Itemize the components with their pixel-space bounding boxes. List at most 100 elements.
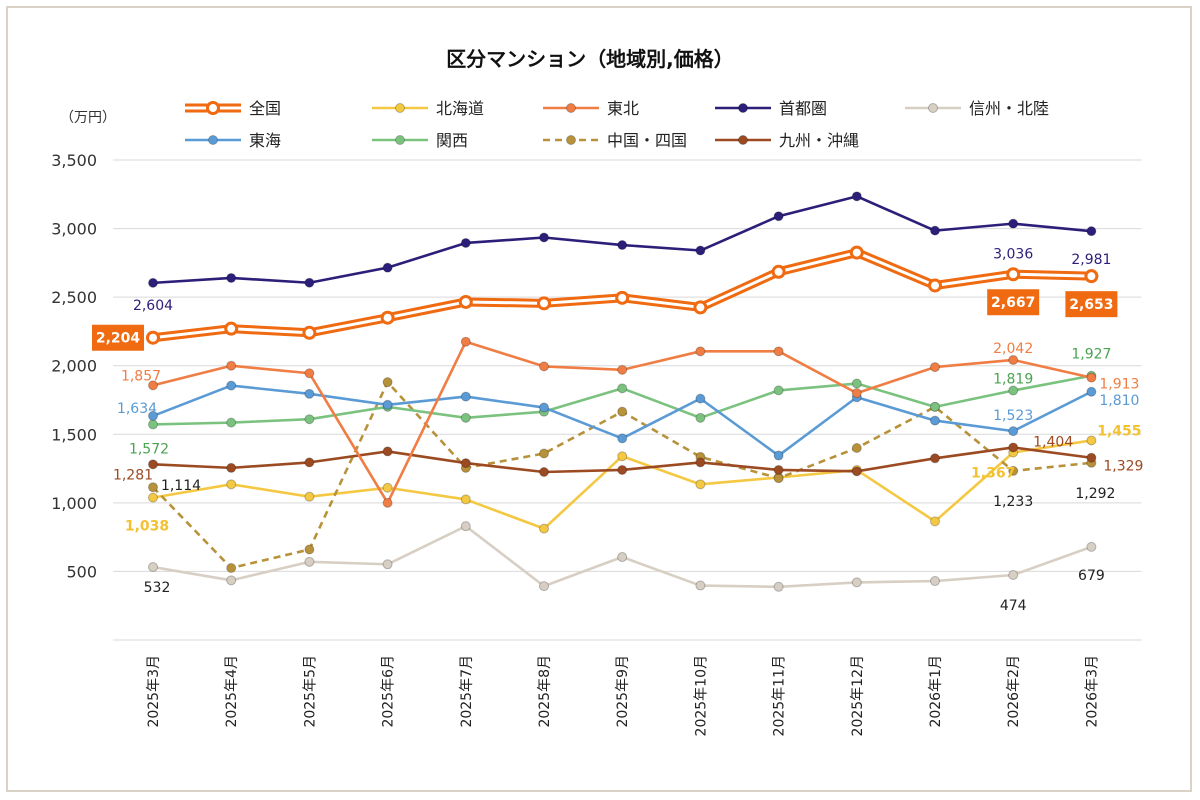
- chart-title: 区分マンション（地域別,価格）: [446, 47, 734, 71]
- data-point: [148, 380, 158, 391]
- legend-marker: [738, 103, 748, 113]
- data-point: [773, 581, 784, 592]
- data-point: [537, 296, 551, 311]
- legend-item: 中国・四国: [543, 131, 687, 150]
- data-point: [148, 562, 158, 573]
- data-label-box: [1065, 291, 1118, 318]
- legend-marker: [208, 135, 218, 145]
- data-point: [304, 491, 315, 502]
- data-point: [382, 559, 393, 570]
- data-point: [1008, 385, 1019, 396]
- legend-item: 全国: [185, 99, 281, 118]
- data-point: [851, 466, 862, 477]
- legend-label: 九州・沖縄: [779, 131, 859, 150]
- data-label-box: [92, 324, 144, 351]
- data-point: [1006, 267, 1021, 282]
- data-point: [1086, 386, 1097, 397]
- series-line: [152, 195, 1092, 285]
- data-label: 1,329: [1103, 459, 1143, 475]
- data-point: [617, 364, 628, 375]
- data-point: [148, 492, 158, 503]
- data-point: [539, 361, 549, 372]
- series-lines: [146, 191, 1099, 592]
- legend-item: 九州・沖縄: [715, 131, 859, 150]
- data-point: [539, 232, 549, 243]
- data-label: 1,927: [1071, 347, 1111, 363]
- data-point: [302, 325, 317, 340]
- data-point: [1086, 372, 1097, 383]
- data-point: [148, 410, 158, 421]
- data-point: [1086, 452, 1097, 463]
- legend-label: 東海: [249, 131, 281, 150]
- legend-label: 東北: [607, 99, 639, 118]
- data-point: [148, 459, 158, 470]
- data-point: [382, 262, 393, 273]
- data-label: 1,634: [117, 401, 157, 417]
- data-point: [928, 278, 942, 293]
- legend-item: 東海: [185, 131, 281, 150]
- data-label: 679: [1078, 568, 1105, 584]
- data-point: [382, 497, 393, 508]
- y-tick-label: 3,500: [51, 151, 97, 170]
- data-label: 2,042: [993, 341, 1033, 357]
- chart-frame: [6, 6, 1192, 792]
- data-point: [460, 391, 471, 402]
- data-point: [773, 385, 784, 396]
- data-point: [617, 240, 628, 251]
- series-7: [148, 336, 1097, 508]
- data-label: 2,667: [991, 295, 1035, 311]
- x-tick-label: 2025年5月: [302, 655, 318, 728]
- data-point: [148, 482, 158, 493]
- data-point: [382, 399, 393, 410]
- x-tick-label: 2026年2月: [1006, 655, 1022, 728]
- series-4: [148, 442, 1097, 477]
- data-point: [693, 300, 708, 315]
- legend-marker: [395, 103, 405, 113]
- x-tick-label: 2025年11月: [772, 655, 788, 736]
- data-point: [1086, 226, 1097, 237]
- data-point: [773, 346, 784, 357]
- data-point: [304, 414, 315, 425]
- legend-item: 北海道: [372, 99, 484, 118]
- data-label: 1,038: [125, 519, 169, 535]
- data-label: 2,653: [1069, 297, 1113, 313]
- data-point: [1084, 269, 1099, 284]
- x-tick-label: 2025年3月: [146, 655, 162, 728]
- series-9: [148, 191, 1097, 288]
- data-point: [851, 443, 862, 453]
- legend-item: 信州・北陸: [905, 99, 1049, 118]
- data-point: [617, 552, 628, 563]
- legend-label: 全国: [249, 99, 281, 118]
- data-label: 2,204: [96, 331, 141, 347]
- series-5: [148, 370, 1097, 430]
- data-point: [226, 563, 237, 573]
- data-point: [930, 576, 940, 587]
- data-point: [382, 446, 393, 457]
- y-axis-unit-label: （万円）: [60, 110, 116, 126]
- x-tick-label: 2025年8月: [537, 655, 553, 728]
- data-point: [226, 575, 237, 586]
- data-point: [617, 406, 628, 417]
- data-point: [1008, 218, 1019, 229]
- x-tick-label: 2026年1月: [928, 655, 944, 728]
- data-point: [771, 264, 786, 279]
- data-label: 1,281: [113, 467, 153, 483]
- data-point: [695, 393, 706, 404]
- data-label: 1,810: [1099, 393, 1139, 409]
- series-1: [148, 521, 1097, 592]
- data-point: [695, 457, 706, 468]
- data-point: [226, 462, 237, 473]
- data-point: [930, 401, 940, 412]
- data-point: [930, 453, 940, 464]
- data-point: [930, 362, 940, 373]
- data-labels: 532 474 679 1,038 1,367 1,455 1,114 1,233 1,292 1…: [92, 247, 1143, 614]
- data-label: 1,572: [129, 441, 169, 457]
- legend-item: 首都圏: [715, 99, 827, 118]
- series-line: [152, 374, 1092, 426]
- data-point: [1086, 435, 1097, 446]
- data-point: [773, 450, 784, 461]
- data-point: [304, 544, 315, 555]
- y-tick-label: 3,000: [51, 220, 97, 239]
- legend-label: 首都圏: [779, 99, 827, 118]
- data-point: [1086, 541, 1097, 552]
